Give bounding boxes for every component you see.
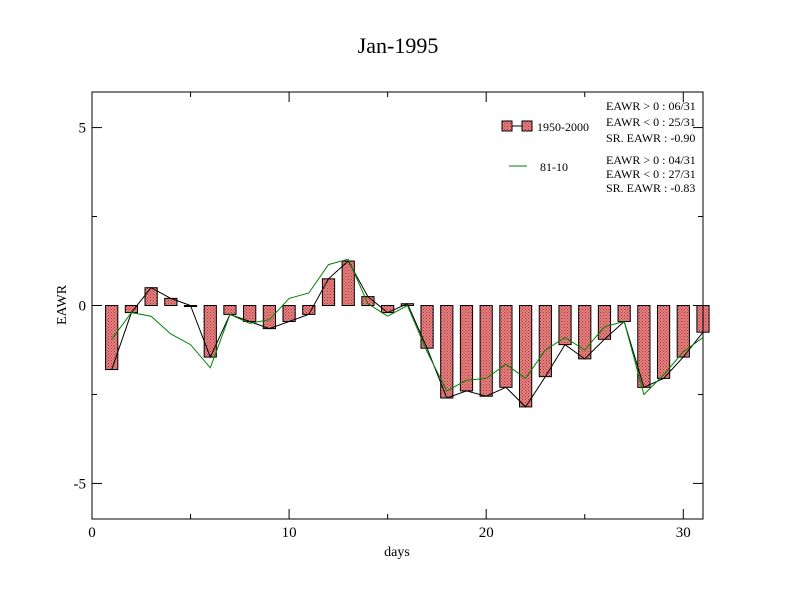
legend-label-8110: 81-10: [540, 160, 568, 174]
bar: [479, 305, 493, 397]
bar: [637, 305, 651, 388]
bar: [676, 305, 690, 358]
bar: [262, 305, 276, 330]
y-tick-label: 5: [79, 121, 87, 137]
legend: 1950-2000 81-10 EAWR > 0 : 06/31 EAWR < …: [501, 99, 696, 195]
bar: [105, 305, 119, 371]
x-tick-label: 10: [282, 525, 297, 541]
stat-1950-neg: EAWR < 0 : 25/31: [606, 115, 696, 129]
y-axis-label: EAWR: [55, 284, 70, 325]
x-axis-label: days: [384, 545, 410, 560]
stat-8110-sr: SR. EAWR : -0.83: [606, 181, 695, 195]
bar: [459, 305, 474, 392]
bar: [440, 305, 454, 399]
bar: [321, 278, 336, 306]
bar: [597, 305, 612, 340]
bar: [578, 305, 592, 360]
x-tick-label: 20: [479, 525, 494, 541]
chart-title: Jan-1995: [358, 33, 439, 58]
stat-1950-sr: SR. EAWR : -0.90: [606, 131, 695, 145]
bar: [656, 305, 671, 379]
x-tick-label: 30: [676, 525, 691, 541]
x-tick-label: 0: [88, 525, 96, 541]
bar: [538, 305, 552, 378]
bar: [223, 305, 237, 315]
bar: [243, 305, 257, 323]
legend-swatch-1950: [501, 120, 513, 132]
y-tick-label: -5: [74, 476, 87, 492]
legend-label-1950: 1950-2000: [537, 120, 589, 134]
bar: [558, 305, 572, 346]
bar: [617, 305, 631, 323]
series-line-1950-2000: [111, 260, 704, 408]
stat-8110-neg: EAWR < 0 : 27/31: [606, 167, 696, 181]
stat-1950-pos: EAWR > 0 : 06/31: [606, 99, 696, 113]
bar: [519, 305, 533, 408]
axes: 0 10 20 30 -5 0 5: [74, 92, 703, 541]
series-line-81-10: [111, 258, 704, 396]
y-tick-label: 0: [79, 299, 87, 315]
stat-8110-pos: EAWR > 0 : 04/31: [606, 153, 696, 167]
bar: [203, 305, 217, 358]
legend-swatch-1950-b: [521, 120, 533, 132]
plot-area: [105, 258, 710, 408]
bar: [499, 305, 513, 388]
bar: [282, 305, 296, 323]
